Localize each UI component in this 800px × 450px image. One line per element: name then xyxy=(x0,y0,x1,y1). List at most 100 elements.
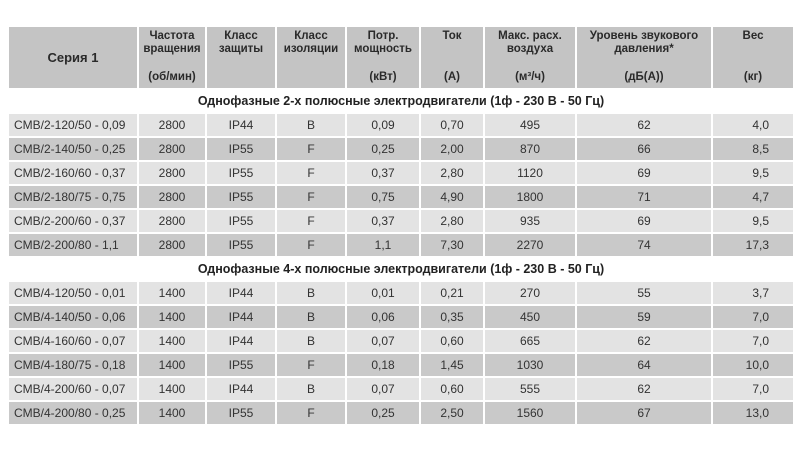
table-cell: IP44 xyxy=(207,330,275,352)
table-cell: 1030 xyxy=(485,354,575,376)
column-unit: (А) xyxy=(444,71,460,83)
column-header: Ток (А) xyxy=(421,27,483,88)
table-cell: IP55 xyxy=(207,354,275,376)
column-header: Макс. расх. воздуха (м³/ч) xyxy=(485,27,575,88)
column-title: Уровень звукового давления* xyxy=(589,30,699,55)
table-cell: 9,5 xyxy=(713,210,793,232)
table-cell: 3,7 xyxy=(713,282,793,304)
table-cell: CMB/2-180/75 - 0,75 xyxy=(9,186,137,208)
column-title: Вес xyxy=(742,30,764,42)
table-cell: 69 xyxy=(577,210,711,232)
table-cell: 0,37 xyxy=(347,162,419,184)
table-cell: 0,09 xyxy=(347,114,419,136)
table-cell: CMB/2-160/60 - 0,37 xyxy=(9,162,137,184)
table-cell: B xyxy=(277,330,345,352)
table-cell: CMB/2-200/80 - 1,1 xyxy=(9,234,137,256)
column-header: Частота вращения (об/мин) xyxy=(139,27,205,88)
column-title: Потр. мощность xyxy=(354,30,412,55)
table-cell: 8,5 xyxy=(713,138,793,160)
table-cell: 7,30 xyxy=(421,234,483,256)
table-cell: IP44 xyxy=(207,114,275,136)
table-cell: F xyxy=(277,186,345,208)
table-cell: 270 xyxy=(485,282,575,304)
table-cell: 1560 xyxy=(485,402,575,424)
table-cell: F xyxy=(277,402,345,424)
table-cell: 55 xyxy=(577,282,711,304)
table-cell: 69 xyxy=(577,162,711,184)
table-cell: IP55 xyxy=(207,162,275,184)
table-cell: 0,70 xyxy=(421,114,483,136)
table-row: CMB/2-200/60 - 0,37 2800 IP55 F 0,37 2,80 935 6… xyxy=(9,210,793,232)
table-cell: 1400 xyxy=(139,330,205,352)
column-unit: (об/мин) xyxy=(148,71,196,83)
table-cell: 0,01 xyxy=(347,282,419,304)
table-row: CMB/4-140/50 - 0,06 1400 IP44 B 0,06 0,35 450 5… xyxy=(9,306,793,328)
table-cell: 1800 xyxy=(485,186,575,208)
table-cell: 0,60 xyxy=(421,330,483,352)
column-header: Класс защиты xyxy=(207,27,275,88)
table-cell: CMB/4-140/50 - 0,06 xyxy=(9,306,137,328)
table-cell: IP44 xyxy=(207,378,275,400)
table-row: CMB/4-120/50 - 0,01 1400 IP44 B 0,01 0,21 270 5… xyxy=(9,282,793,304)
table-cell: 17,3 xyxy=(713,234,793,256)
table-cell: 7,0 xyxy=(713,306,793,328)
table-cell: 7,0 xyxy=(713,378,793,400)
column-unit: (кг) xyxy=(743,71,763,83)
column-unit: (дБ(А)) xyxy=(624,71,664,83)
table-cell: F xyxy=(277,234,345,256)
table-cell: 4,0 xyxy=(713,114,793,136)
table-cell: 9,5 xyxy=(713,162,793,184)
table-cell: IP55 xyxy=(207,234,275,256)
table-cell: 1,45 xyxy=(421,354,483,376)
table-cell: 2270 xyxy=(485,234,575,256)
table-cell: F xyxy=(277,210,345,232)
table-cell: 62 xyxy=(577,378,711,400)
column-header: Вес (кг) xyxy=(713,27,793,88)
table-cell: 4,7 xyxy=(713,186,793,208)
table-cell: 2800 xyxy=(139,234,205,256)
table-cell: 1400 xyxy=(139,402,205,424)
table-cell: 0,18 xyxy=(347,354,419,376)
table-cell: 0,07 xyxy=(347,330,419,352)
table-cell: 555 xyxy=(485,378,575,400)
table-cell: CMB/4-120/50 - 0,01 xyxy=(9,282,137,304)
table-cell: 62 xyxy=(577,114,711,136)
table-cell: 59 xyxy=(577,306,711,328)
table-cell: 2800 xyxy=(139,186,205,208)
table-row: CMB/2-180/75 - 0,75 2800 IP55 F 0,75 4,90 1800… xyxy=(9,186,793,208)
table-cell: 0,06 xyxy=(347,306,419,328)
table-cell: 2800 xyxy=(139,114,205,136)
table-cell: F xyxy=(277,354,345,376)
table-cell: 67 xyxy=(577,402,711,424)
table-cell: 13,0 xyxy=(713,402,793,424)
column-unit: (кВт) xyxy=(369,71,397,83)
section-title: Однофазные 4-х полюсные электродвигатели… xyxy=(9,258,793,280)
table-cell: B xyxy=(277,306,345,328)
table-row: CMB/2-200/80 - 1,1 2800 IP55 F 1,1 7,30 2270 74… xyxy=(9,234,793,256)
table-row: CMB/4-200/60 - 0,07 1400 IP44 B 0,07 0,60 555 6… xyxy=(9,378,793,400)
table-row: CMB/4-200/80 - 0,25 1400 IP55 F 0,25 2,50 1560… xyxy=(9,402,793,424)
table-cell: 495 xyxy=(485,114,575,136)
table-cell: 0,37 xyxy=(347,210,419,232)
table-cell: 2800 xyxy=(139,138,205,160)
table-cell: F xyxy=(277,162,345,184)
column-title: Частота вращения xyxy=(143,30,201,55)
table-cell: CMB/2-200/60 - 0,37 xyxy=(9,210,137,232)
table-cell: 64 xyxy=(577,354,711,376)
table-cell: B xyxy=(277,114,345,136)
table-cell: CMB/4-160/60 - 0,07 xyxy=(9,330,137,352)
table-cell: CMB/4-180/75 - 0,18 xyxy=(9,354,137,376)
table-cell: 665 xyxy=(485,330,575,352)
table-cell: 870 xyxy=(485,138,575,160)
column-header: Класс изоляции xyxy=(277,27,345,88)
table-cell: 4,90 xyxy=(421,186,483,208)
table-cell: F xyxy=(277,138,345,160)
column-title: Ток xyxy=(442,30,462,42)
table-cell: 1120 xyxy=(485,162,575,184)
table-cell: IP44 xyxy=(207,306,275,328)
motor-spec-table: Серия 1 Частота вращения (об/мин) Класс защ… xyxy=(7,25,795,426)
table-cell: 74 xyxy=(577,234,711,256)
table-row: CMB/2-140/50 - 0,25 2800 IP55 F 0,25 2,00 870 6… xyxy=(9,138,793,160)
column-title: Макс. расх. воздуха xyxy=(498,30,562,55)
table-cell: CMB/2-120/50 - 0,09 xyxy=(9,114,137,136)
